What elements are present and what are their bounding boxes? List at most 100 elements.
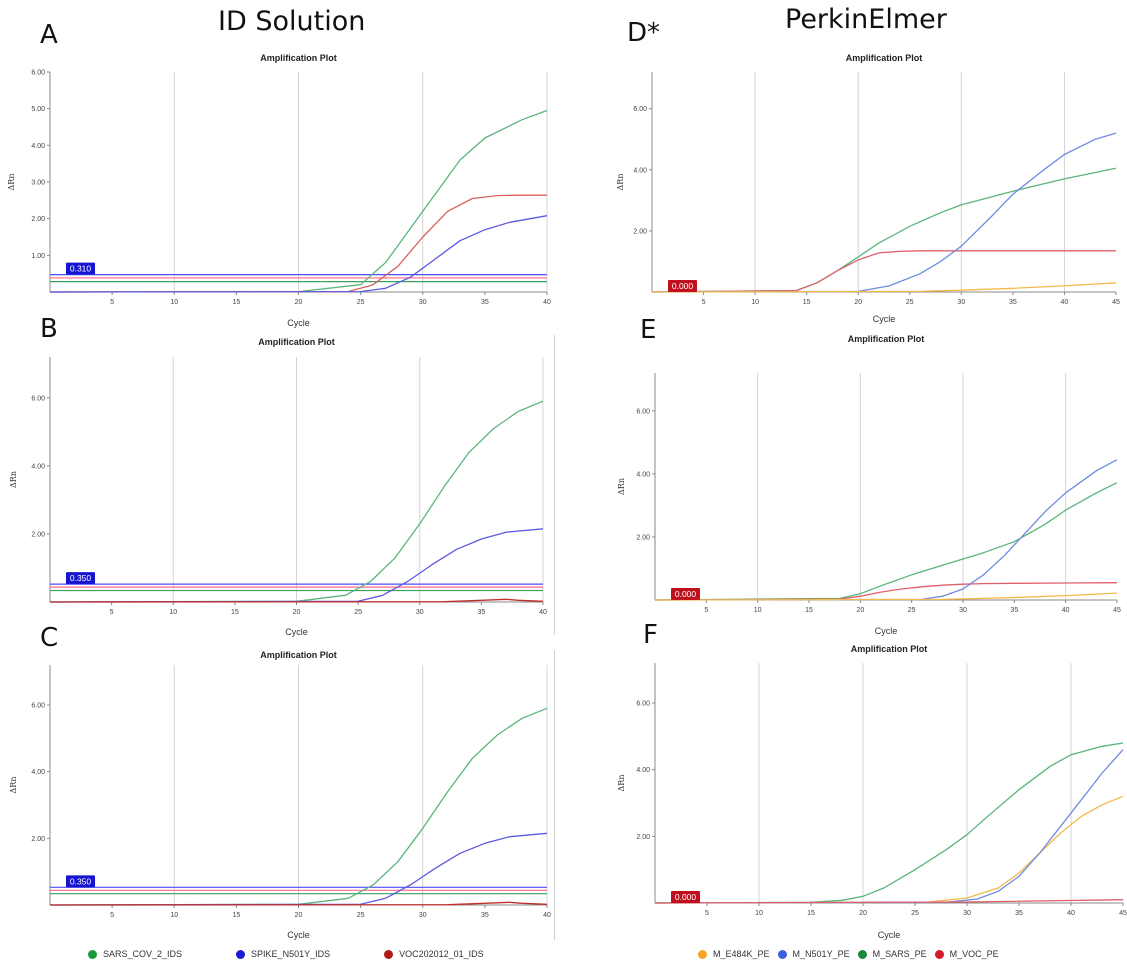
panel-letter-b: B <box>40 314 58 344</box>
x-tick-label: 40 <box>1061 299 1069 306</box>
y-axis-label: ΔRn <box>9 777 18 794</box>
series-line <box>654 592 1118 601</box>
x-tick-label: 10 <box>169 609 177 616</box>
legend-label: SARS_COV_2_IDS <box>103 949 183 959</box>
x-tick-label: 20 <box>859 910 867 917</box>
y-tick-label: 4.00 <box>633 167 647 174</box>
x-tick-label: 10 <box>751 299 759 306</box>
x-tick-label: 30 <box>419 912 427 919</box>
series-line <box>49 901 548 906</box>
series-line <box>49 215 548 293</box>
x-tick-label: 35 <box>481 299 489 306</box>
threshold-badge <box>671 588 700 600</box>
y-axis-label: ΔRn <box>617 775 626 792</box>
legend-dot-icon <box>698 949 707 959</box>
y-axis-label: ΔRn <box>7 174 16 191</box>
x-axis-label: Cycle <box>875 626 898 636</box>
x-tick-label: 5 <box>702 299 706 306</box>
legend-item: M_N501Y_PE <box>777 949 850 959</box>
threshold-value: 0.350 <box>70 876 92 886</box>
y-tick-label: 2.00 <box>636 834 650 841</box>
y-axis-label: ΔRn <box>617 478 626 495</box>
chart-title: Amplification Plot <box>848 334 925 344</box>
x-tick-label: 15 <box>232 299 240 306</box>
threshold-value: 0.310 <box>70 264 92 274</box>
series-line <box>651 282 1117 293</box>
y-tick-label: 6.00 <box>31 395 45 402</box>
x-tick-label: 15 <box>231 609 239 616</box>
x-tick-label: 40 <box>543 912 551 919</box>
chart-title: Amplification Plot <box>851 644 928 654</box>
y-tick-label: 2.00 <box>31 836 45 843</box>
series-line <box>654 482 1118 601</box>
series-line <box>49 707 548 906</box>
legend-ids: SARS_COV_2_IDS SPIKE_N501Y_IDS VOC202012… <box>88 949 484 959</box>
threshold-badge <box>66 875 95 888</box>
legend-label: M_N501Y_PE <box>792 949 850 959</box>
x-tick-label: 35 <box>481 912 489 919</box>
series-line <box>654 749 1124 904</box>
right-column-title: PerkinElmer <box>785 4 947 35</box>
chart-title: Amplification Plot <box>846 53 923 63</box>
panel-letter-a: A <box>40 20 58 50</box>
series-line <box>49 832 548 906</box>
panel-letter-c: C <box>40 623 59 653</box>
y-tick-label: 5.00 <box>31 106 45 113</box>
legend-item: M_VOC_PE <box>934 949 999 959</box>
legend-label: M_SARS_PE <box>872 949 927 959</box>
series-line <box>49 109 548 293</box>
x-tick-label: 25 <box>908 607 916 614</box>
x-tick-label: 25 <box>906 299 914 306</box>
threshold-value: 0.350 <box>70 573 92 583</box>
legend-label: M_VOC_PE <box>949 949 999 959</box>
legend-dot-icon <box>236 949 246 959</box>
series-line <box>651 250 1116 293</box>
y-tick-label: 6.00 <box>633 106 647 113</box>
legend-label: VOC202012_01_IDS <box>399 949 484 959</box>
series-line <box>654 742 1124 904</box>
x-tick-label: 25 <box>354 609 362 616</box>
legend-item: M_SARS_PE <box>857 949 927 959</box>
series-line <box>49 194 547 293</box>
x-tick-label: 20 <box>293 609 301 616</box>
x-tick-label: 30 <box>959 607 967 614</box>
y-tick-label: 6.00 <box>636 408 650 415</box>
x-tick-label: 10 <box>754 607 762 614</box>
x-tick-label: 40 <box>1067 910 1075 917</box>
panel-letter-f: F <box>643 620 658 650</box>
series-line <box>654 795 1124 904</box>
x-tick-label: 45 <box>1119 910 1127 917</box>
series-line <box>651 132 1117 293</box>
x-tick-label: 25 <box>911 910 919 917</box>
series-line <box>49 400 544 603</box>
x-tick-label: 45 <box>1112 299 1120 306</box>
legend-item: SPIKE_N501Y_IDS <box>236 949 330 959</box>
x-tick-label: 15 <box>232 912 240 919</box>
x-tick-label: 35 <box>1015 910 1023 917</box>
divider <box>554 335 555 635</box>
x-tick-label: 40 <box>1062 607 1070 614</box>
x-tick-label: 35 <box>1010 607 1018 614</box>
x-tick-label: 10 <box>755 910 763 917</box>
x-tick-label: 10 <box>170 912 178 919</box>
y-tick-label: 6.00 <box>636 701 650 708</box>
x-axis-label: Cycle <box>287 930 310 940</box>
y-tick-label: 6.00 <box>31 703 45 710</box>
chart-title: Amplification Plot <box>260 53 337 63</box>
y-tick-label: 1.00 <box>31 253 45 260</box>
chart-title: Amplification Plot <box>258 337 335 347</box>
legend-dot-icon <box>777 949 787 959</box>
legend-pe: M_E484K_PE M_N501Y_PE M_SARS_PE M_VOC_PE <box>698 949 999 959</box>
x-tick-label: 15 <box>803 299 811 306</box>
x-tick-label: 35 <box>477 609 485 616</box>
x-tick-label: 5 <box>110 609 114 616</box>
x-tick-label: 5 <box>110 299 114 306</box>
y-tick-label: 4.00 <box>31 463 45 470</box>
y-tick-label: 4.00 <box>31 143 45 150</box>
y-tick-label: 2.00 <box>31 216 45 223</box>
panel-letter-e: E <box>640 315 657 345</box>
y-tick-label: 4.00 <box>636 471 650 478</box>
x-tick-label: 15 <box>807 910 815 917</box>
x-tick-label: 30 <box>957 299 965 306</box>
x-tick-label: 25 <box>357 299 365 306</box>
